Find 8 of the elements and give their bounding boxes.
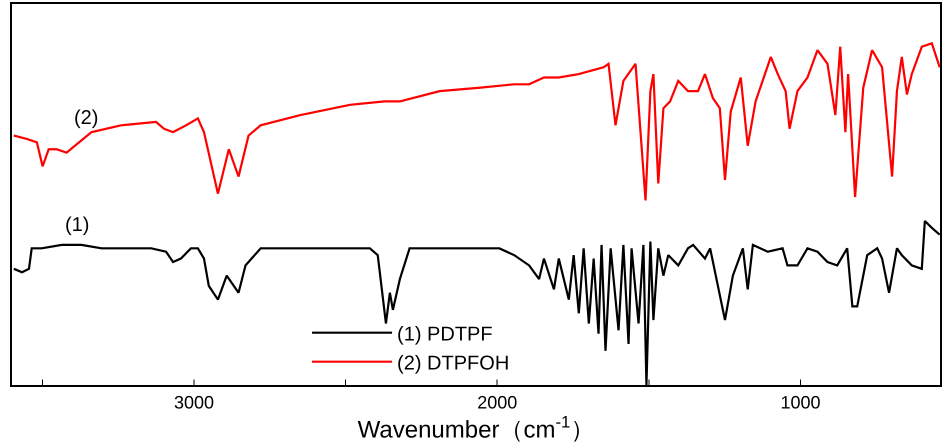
legend-label: (2) DTPFOH — [397, 352, 510, 374]
legend-label: (1) PDTPF — [397, 323, 493, 346]
x-tick-label: 2000 — [477, 392, 518, 412]
x-tick-label: 1000 — [780, 392, 821, 412]
x-tick-label: 3000 — [174, 392, 214, 412]
annotation: (2) — [74, 107, 98, 129]
x-axis-title: Wavenumber（cm$^{-1}$） — [358, 412, 594, 444]
annotation: (1) — [65, 214, 90, 236]
